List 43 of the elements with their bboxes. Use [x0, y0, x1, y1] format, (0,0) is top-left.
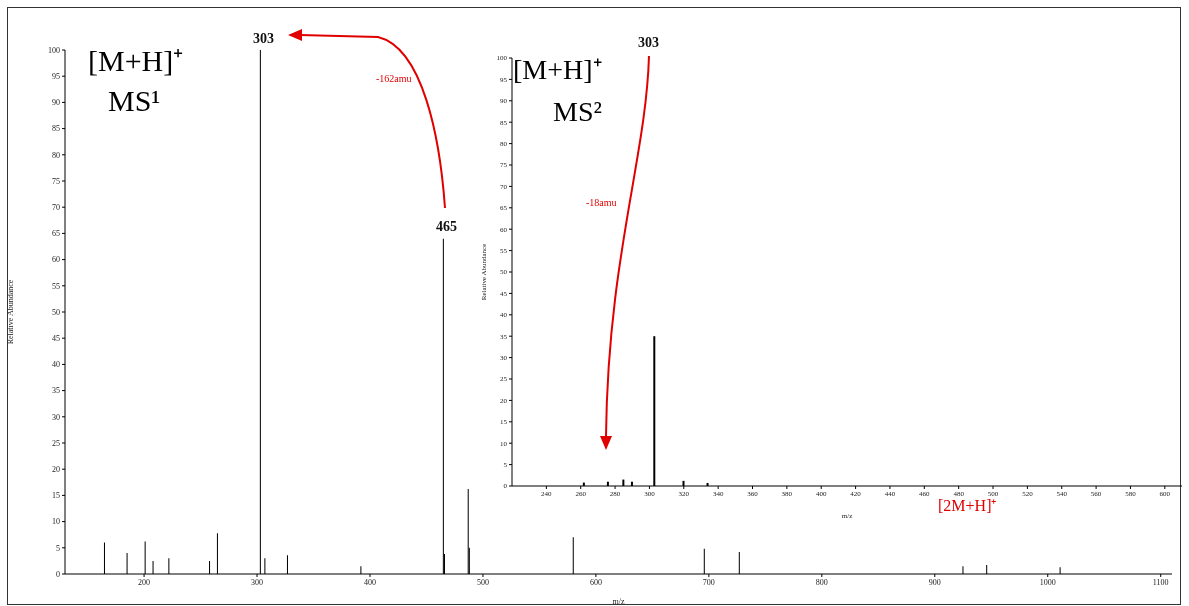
x-tick-label: 400 [363, 577, 376, 587]
x-tick-label: 1100 [1152, 577, 1169, 587]
y-tick-label: 55 [52, 281, 60, 291]
annotation: [M+H]⁺ [513, 54, 602, 85]
y-tick-label: 80 [52, 150, 60, 160]
y-tick-label: 25 [52, 438, 60, 448]
y-tick-label: 100 [48, 45, 60, 55]
y-tick-label: 35 [52, 386, 60, 396]
y-tick-label: 70 [52, 203, 60, 213]
y-tick-label: 95 [52, 72, 60, 82]
y-tick-label: 0 [56, 569, 60, 579]
annotation: -18amu [586, 197, 617, 208]
x-tick-label: 600 [589, 577, 602, 587]
y-tick-label: 5 [56, 543, 60, 553]
x-tick-label: 200 [138, 577, 151, 587]
annotation: [M+H]⁺ [88, 44, 184, 77]
y-tick-label: 90 [52, 98, 60, 108]
annotation: MS¹ [108, 84, 161, 117]
y-tick-label: 50 [52, 307, 60, 317]
y-tick-label: 45 [52, 334, 60, 344]
x-axis-title: m/z [612, 597, 625, 606]
x-tick-label: 500 [476, 577, 489, 587]
y-tick-label: 40 [52, 360, 60, 370]
annotation: MS² [553, 96, 602, 127]
y-tick-label: 75 [52, 176, 60, 186]
x-tick-label: 1000 [1039, 577, 1056, 587]
x-tick-label: 300 [251, 577, 264, 587]
y-tick-label: 30 [52, 412, 60, 422]
annotation: 465 [436, 219, 457, 234]
text: 303 [253, 31, 274, 46]
annotation: -162amu [376, 73, 412, 84]
y-tick-label: 10 [52, 517, 60, 527]
y-axis-title: Relative Abundance [5, 279, 15, 345]
annotation: 303 [638, 35, 659, 50]
y-tick-label: 15 [52, 491, 60, 501]
x-tick-label: 700 [702, 577, 715, 587]
annotation: [2M+H]⁺ [938, 497, 997, 514]
y-tick-label: 20 [52, 465, 60, 475]
y-tick-label: 85 [52, 124, 60, 134]
x-tick-label: 800 [815, 577, 828, 587]
y-tick-label: 65 [52, 229, 60, 239]
y-tick-label: 60 [52, 255, 60, 265]
x-tick-label: 900 [928, 577, 941, 587]
